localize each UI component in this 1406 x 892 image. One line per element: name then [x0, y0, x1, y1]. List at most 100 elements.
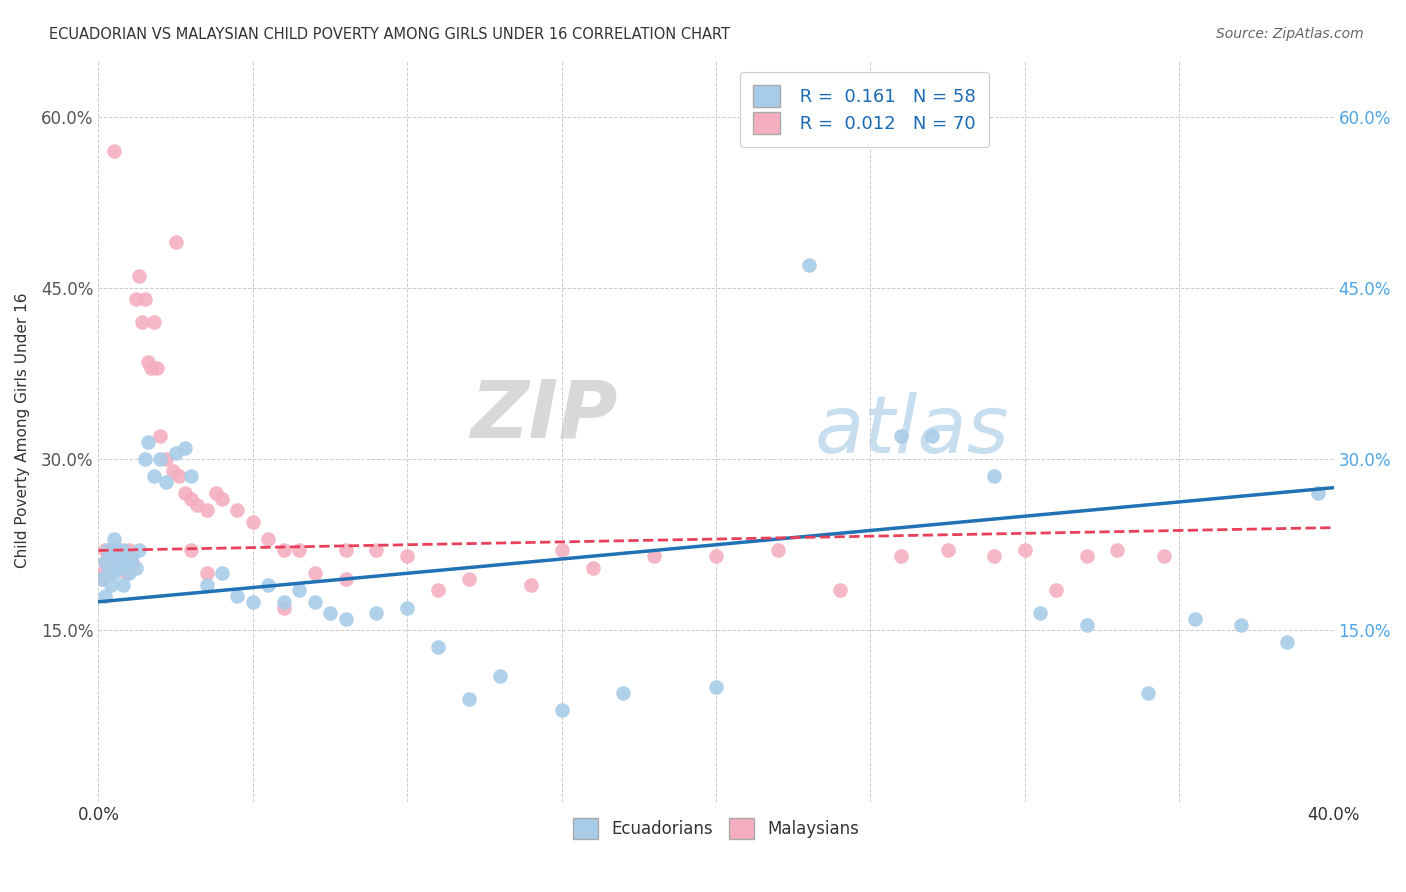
Point [1277, 634, 1299, 648]
Point [242, 515, 264, 529]
Point [118, 543, 141, 558]
Point [112, 560, 135, 574]
Point [108, 549, 131, 563]
Point [766, 543, 789, 558]
Point [97, 549, 120, 563]
Point [100, 577, 122, 591]
Point [180, 492, 202, 507]
Point [143, 315, 166, 329]
Point [797, 258, 820, 272]
Text: ECUADORIAN VS MALAYSIAN CHILD POVERTY AMONG GIRLS UNDER 16 CORRELATION CHART: ECUADORIAN VS MALAYSIAN CHILD POVERTY AM… [49, 27, 730, 42]
Point [186, 498, 208, 512]
Point [273, 543, 295, 558]
Point [458, 691, 481, 706]
Point [136, 435, 159, 450]
Point [226, 589, 249, 603]
Point [366, 543, 388, 558]
Y-axis label: Child Poverty Among Girls Under 16: Child Poverty Among Girls Under 16 [15, 293, 30, 568]
Point [288, 583, 311, 598]
Point [427, 640, 450, 655]
Point [273, 595, 295, 609]
Point [124, 560, 146, 574]
Point [195, 577, 218, 591]
Text: atlas: atlas [815, 392, 1010, 469]
Point [180, 543, 202, 558]
Point [90, 572, 112, 586]
Point [983, 549, 1005, 563]
Point [105, 555, 128, 569]
Point [103, 543, 125, 558]
Point [396, 600, 419, 615]
Text: ZIP: ZIP [470, 376, 617, 455]
Point [139, 360, 162, 375]
Point [242, 595, 264, 609]
Point [108, 555, 131, 569]
Point [121, 555, 143, 569]
Point [1045, 583, 1067, 598]
Point [204, 486, 226, 500]
Point [118, 555, 141, 569]
Point [149, 429, 172, 443]
Point [427, 583, 450, 598]
Point [90, 572, 112, 586]
Point [1184, 612, 1206, 626]
Point [108, 543, 131, 558]
Point [195, 503, 218, 517]
Point [1230, 617, 1253, 632]
Point [100, 543, 122, 558]
Point [226, 503, 249, 517]
Point [643, 549, 665, 563]
Point [1014, 543, 1036, 558]
Point [155, 475, 177, 489]
Point [143, 469, 166, 483]
Point [890, 429, 912, 443]
Point [112, 543, 135, 558]
Point [105, 560, 128, 574]
Point [103, 566, 125, 581]
Point [121, 549, 143, 563]
Point [128, 269, 150, 284]
Point [146, 360, 169, 375]
Point [195, 566, 218, 581]
Point [93, 555, 115, 569]
Point [103, 549, 125, 563]
Point [458, 572, 481, 586]
Point [288, 543, 311, 558]
Point [257, 532, 280, 546]
Point [1153, 549, 1175, 563]
Legend: Ecuadorians, Malaysians: Ecuadorians, Malaysians [567, 812, 866, 846]
Point [1076, 617, 1098, 632]
Point [134, 452, 156, 467]
Point [1137, 686, 1160, 700]
Point [131, 315, 153, 329]
Point [90, 566, 112, 581]
Point [1308, 486, 1330, 500]
Point [165, 446, 187, 460]
Point [180, 469, 202, 483]
Point [612, 686, 634, 700]
Point [112, 555, 135, 569]
Point [115, 566, 138, 581]
Point [115, 560, 138, 574]
Point [167, 469, 190, 483]
Point [93, 543, 115, 558]
Point [1029, 606, 1052, 620]
Point [124, 293, 146, 307]
Point [304, 595, 326, 609]
Point [335, 612, 357, 626]
Point [103, 144, 125, 158]
Point [128, 543, 150, 558]
Point [149, 452, 172, 467]
Point [105, 543, 128, 558]
Point [983, 469, 1005, 483]
Point [112, 577, 135, 591]
Point [335, 572, 357, 586]
Point [93, 589, 115, 603]
Point [520, 577, 543, 591]
Point [581, 560, 603, 574]
Point [97, 543, 120, 558]
Point [97, 566, 120, 581]
Point [366, 606, 388, 620]
Point [335, 543, 357, 558]
Point [1076, 549, 1098, 563]
